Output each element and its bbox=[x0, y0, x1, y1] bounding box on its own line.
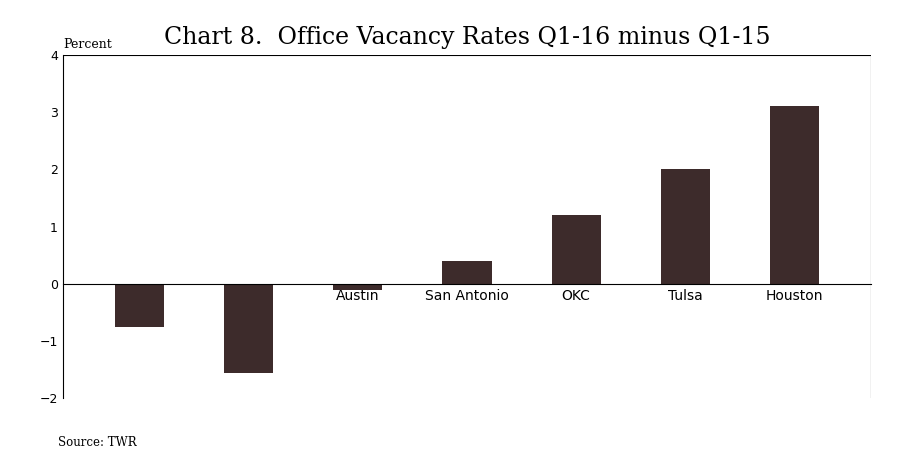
Text: Source: TWR: Source: TWR bbox=[58, 436, 137, 449]
Bar bbox=[333, 284, 383, 290]
Bar bbox=[224, 284, 273, 373]
Bar bbox=[661, 169, 710, 284]
Bar bbox=[115, 284, 163, 327]
Bar bbox=[443, 261, 491, 284]
Bar bbox=[551, 215, 601, 284]
Text: Percent: Percent bbox=[63, 38, 111, 51]
Title: Chart 8.  Office Vacancy Rates Q1-16 minus Q1-15: Chart 8. Office Vacancy Rates Q1-16 minu… bbox=[163, 26, 770, 49]
Bar bbox=[770, 107, 819, 284]
